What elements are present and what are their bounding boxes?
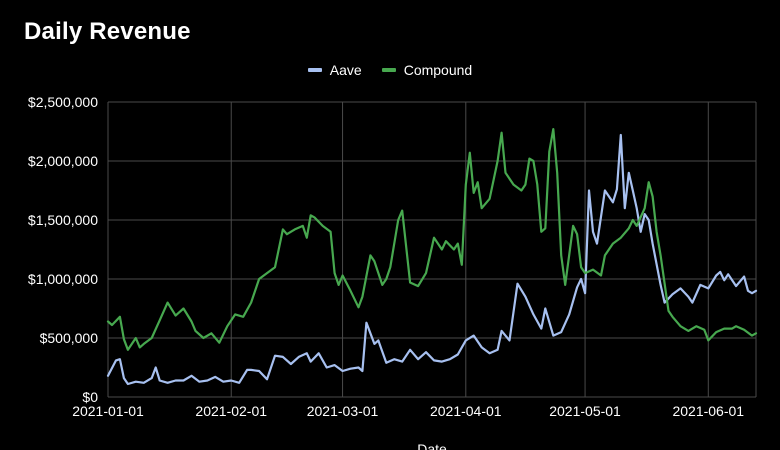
y-tick-label: $1,500,000 — [28, 212, 98, 228]
x-axis-label: Date — [417, 441, 447, 450]
legend-item-compound[interactable]: Compound — [381, 62, 473, 78]
series-line-aave — [106, 133, 758, 386]
legend: Aave Compound — [0, 62, 780, 78]
y-tick-label: $0 — [82, 389, 98, 405]
legend-item-aave[interactable]: Aave — [307, 62, 362, 78]
x-tick-label: 2021-04-01 — [430, 403, 502, 419]
y-tick-label: $2,500,000 — [28, 94, 98, 110]
y-tick-label: $2,000,000 — [28, 153, 98, 169]
chart-title: Daily Revenue — [24, 18, 191, 45]
y-tick-label: $500,000 — [40, 330, 99, 346]
x-axis: 2021-01-01 2021-02-01 2021-03-01 2021-04-01… — [72, 403, 744, 419]
x-tick-label: 2021-01-01 — [72, 403, 144, 419]
y-axis: $0 $500,000 $1,000,000 $1,500,000 $2,000,000… — [28, 94, 98, 405]
legend-swatch-compound — [381, 68, 396, 72]
legend-label-aave: Aave — [329, 62, 362, 78]
y-tick-label: $1,000,000 — [28, 271, 98, 287]
x-tick-label: 2021-03-01 — [307, 403, 379, 419]
legend-label-compound: Compound — [403, 62, 473, 78]
legend-swatch-aave — [307, 68, 322, 72]
series-lines — [106, 128, 758, 386]
grid — [107, 101, 757, 398]
x-tick-label: 2021-05-01 — [549, 403, 621, 419]
x-tick-label: 2021-02-01 — [195, 403, 267, 419]
series-line-compound — [106, 128, 758, 351]
x-tick-label: 2021-06-01 — [672, 403, 744, 419]
